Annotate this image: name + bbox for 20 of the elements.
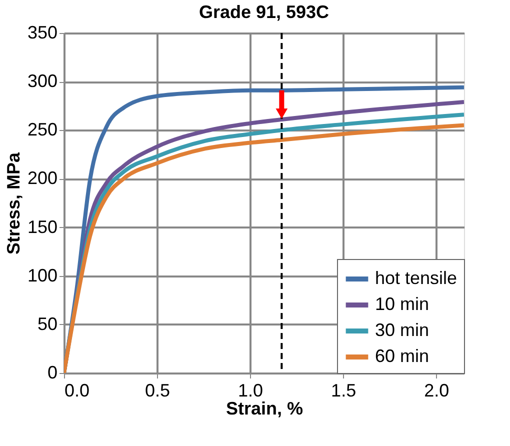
x-tick-label: 1.0 bbox=[238, 380, 264, 400]
y-tick-label: 300 bbox=[27, 71, 58, 92]
chart-title: Grade 91, 593C bbox=[198, 2, 330, 22]
y-tick-label: 0 bbox=[47, 362, 58, 382]
x-tick-label: 0.0 bbox=[64, 380, 90, 400]
legend-label: 30 min bbox=[375, 320, 430, 340]
y-axis-title: Stress, MPa bbox=[3, 151, 24, 255]
legend-label: 60 min bbox=[375, 346, 430, 366]
y-tick-label: 350 bbox=[27, 22, 58, 42]
x-axis-title: Strain, % bbox=[226, 398, 304, 418]
y-tick-label: 50 bbox=[37, 314, 58, 334]
y-tick-label: 100 bbox=[27, 265, 58, 286]
x-tick-label: 1.5 bbox=[331, 380, 356, 400]
legend-label: hot tensile bbox=[375, 268, 458, 288]
x-tick-label: 2.0 bbox=[424, 380, 450, 400]
legend-label: 10 min bbox=[375, 294, 430, 314]
y-tick-label: 150 bbox=[27, 216, 58, 237]
y-tick-label: 200 bbox=[27, 168, 58, 188]
x-tick-label: 0.5 bbox=[145, 380, 170, 400]
y-tick-label: 250 bbox=[27, 120, 58, 140]
